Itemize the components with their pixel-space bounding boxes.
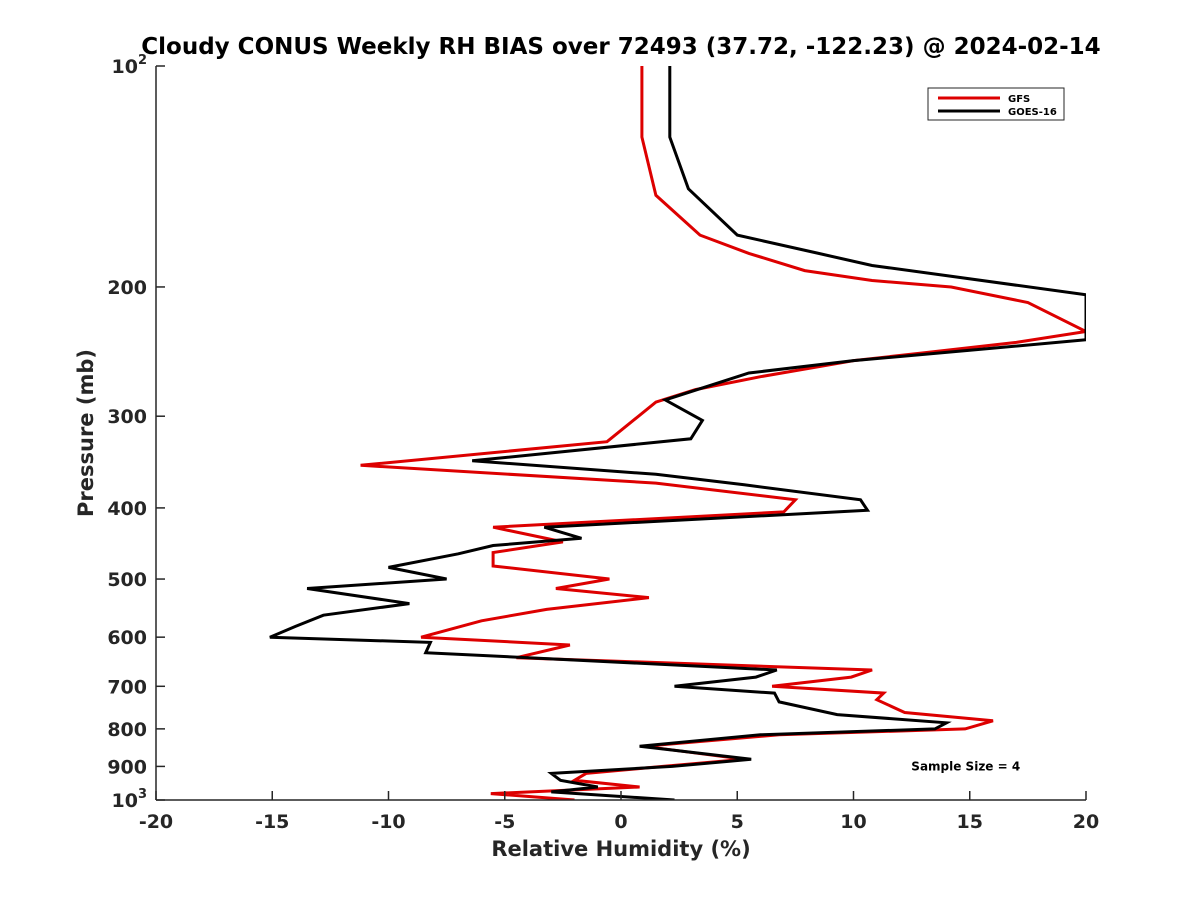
annotations: Sample Size = 4: [911, 759, 1020, 773]
legend-label-goes-16: GOES-16: [1008, 107, 1057, 118]
x-tick-label: 20: [1073, 811, 1099, 833]
x-axis-label: Relative Humidity (%): [491, 837, 750, 861]
legend-label-gfs: GFS: [1008, 94, 1030, 105]
legend: GFS GOES-16: [927, 87, 1065, 121]
y-axis-label: Pressure (mb): [74, 349, 98, 517]
x-tick-label: 15: [957, 811, 983, 833]
y-tick-label: 800: [107, 719, 147, 741]
y-tick-label: 200: [107, 277, 147, 299]
x-tick-label: 0: [614, 811, 627, 833]
y-ticks: 102 200 300 400 500 600 700 800 900 103: [107, 53, 165, 812]
y-tick-label: 102: [112, 53, 148, 78]
series-line-goes-16: [269, 66, 1086, 800]
x-tick-label: -10: [371, 811, 405, 833]
y-tick-label: 700: [107, 676, 147, 698]
y-tick-label: 400: [107, 498, 147, 520]
series-layer: [269, 66, 1086, 800]
y-tick-label: 600: [107, 627, 147, 649]
y-tick-label: 500: [107, 569, 147, 591]
x-tick-label: -5: [494, 811, 515, 833]
y-tick-label: 300: [107, 406, 147, 428]
x-tick-label: 5: [731, 811, 744, 833]
x-ticks: -20 -15 -10 -5 0 5 10 15 20: [139, 791, 1099, 833]
y-tick-label: 900: [107, 756, 147, 778]
x-tick-label: 10: [840, 811, 866, 833]
legend-box: [927, 87, 1065, 121]
y-tick-label: 103: [112, 787, 148, 812]
plot-area: [156, 66, 1086, 800]
sample-size-annotation: Sample Size = 4: [911, 759, 1020, 773]
chart-title: Cloudy CONUS Weekly RH BIAS over 72493 (…: [141, 34, 1100, 60]
x-tick-label: -15: [255, 811, 289, 833]
x-tick-label: -20: [139, 811, 173, 833]
